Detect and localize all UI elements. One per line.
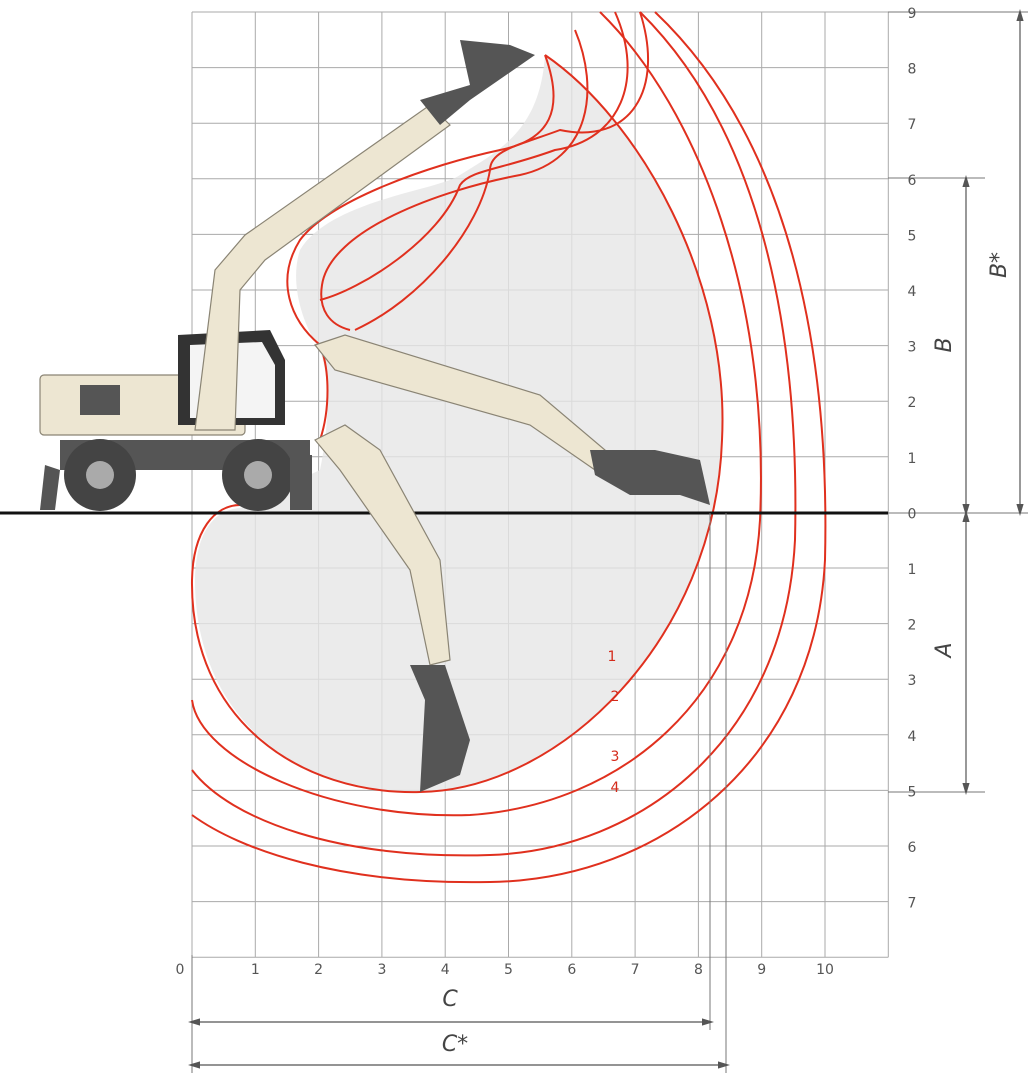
y-label: 4 bbox=[908, 284, 917, 300]
y-label: 6 bbox=[908, 173, 917, 189]
curve-label: 2 bbox=[611, 689, 620, 705]
hub bbox=[244, 461, 272, 489]
outrigger bbox=[40, 465, 60, 510]
y-label: 7 bbox=[908, 117, 917, 133]
x-label: 1 bbox=[251, 962, 260, 978]
bucket-raised bbox=[420, 40, 535, 125]
curve-label: 3 bbox=[611, 749, 620, 765]
dimension-label: B bbox=[932, 337, 957, 352]
y-label: 5 bbox=[908, 784, 917, 800]
outrigger bbox=[290, 455, 312, 510]
y-label: 8 bbox=[908, 62, 917, 78]
x-label: 10 bbox=[816, 962, 834, 978]
hub bbox=[86, 461, 114, 489]
working-range-diagram: C C* B A B* 0123456789109876543210123456… bbox=[0, 0, 1028, 1073]
y-label: 1 bbox=[908, 562, 917, 578]
x-label: 4 bbox=[441, 962, 450, 978]
y-label: 6 bbox=[908, 840, 917, 856]
x-label: 6 bbox=[567, 962, 576, 978]
y-label: 3 bbox=[908, 340, 917, 356]
y-label: 4 bbox=[908, 729, 917, 745]
x-label: 5 bbox=[504, 962, 513, 978]
y-label: 3 bbox=[908, 673, 917, 689]
y-label: 2 bbox=[908, 395, 917, 411]
y-label: 7 bbox=[908, 896, 917, 912]
curve-label: 4 bbox=[611, 780, 620, 796]
y-label: 9 bbox=[908, 6, 917, 22]
dimension-label: C bbox=[442, 987, 458, 1012]
x-label: 2 bbox=[314, 962, 323, 978]
grille bbox=[80, 385, 120, 415]
y-label: 1 bbox=[908, 451, 917, 467]
x-label: 8 bbox=[694, 962, 703, 978]
y-label: 2 bbox=[908, 618, 917, 634]
x-label: 0 bbox=[176, 962, 185, 978]
x-label: 7 bbox=[631, 962, 640, 978]
dimension-label: B* bbox=[987, 252, 1012, 278]
y-label: 0 bbox=[908, 506, 917, 522]
x-label: 9 bbox=[757, 962, 766, 978]
x-label: 3 bbox=[377, 962, 386, 978]
curve-label: 1 bbox=[608, 649, 617, 665]
y-label: 5 bbox=[908, 228, 917, 244]
dimension-label: C* bbox=[442, 1032, 468, 1057]
dimension-label: A bbox=[932, 642, 957, 659]
